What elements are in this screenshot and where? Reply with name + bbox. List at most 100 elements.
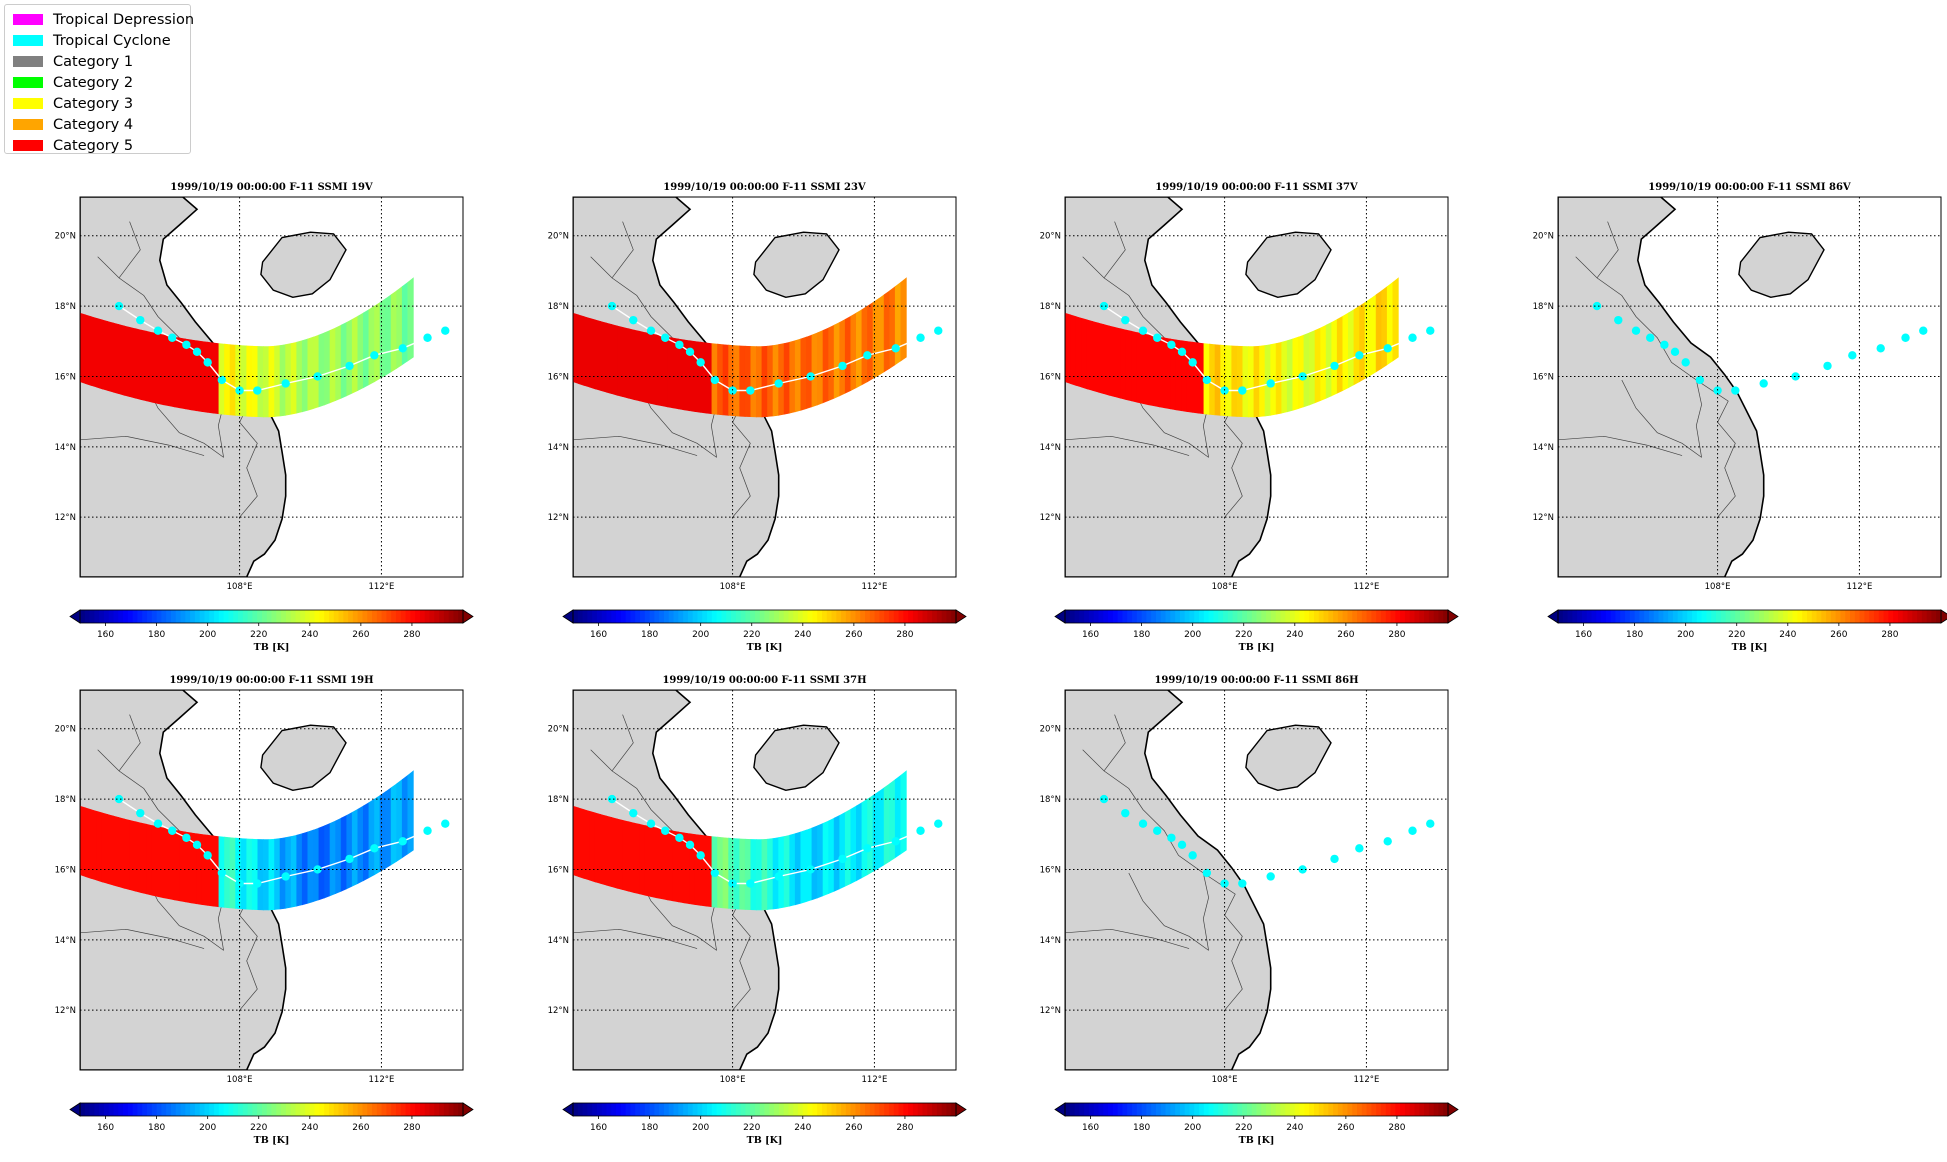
swath-cell bbox=[368, 305, 375, 386]
colorbar: 160 180 200 220 240 260 280 TB [K] bbox=[69, 1102, 474, 1146]
colorbar-cell bbox=[1337, 610, 1344, 623]
colorbar-cell bbox=[793, 1103, 799, 1116]
colorbar-cell bbox=[821, 1103, 828, 1116]
swath-cell bbox=[800, 829, 807, 904]
swath-cell bbox=[1353, 305, 1360, 386]
swath-cell bbox=[329, 327, 336, 404]
colorbar-cell bbox=[850, 610, 857, 623]
map-frame bbox=[572, 689, 957, 1071]
swath-cell bbox=[124, 325, 131, 398]
lat-tick-label: 12°N bbox=[1533, 513, 1554, 523]
colorbar-cell bbox=[874, 610, 880, 623]
colorbar-cell bbox=[1189, 1103, 1195, 1116]
swath-cell bbox=[1125, 329, 1132, 402]
colorbar-cell bbox=[1787, 610, 1794, 623]
colorbar-cell bbox=[1232, 1103, 1238, 1116]
swath-cell bbox=[739, 838, 746, 910]
colorbar-cell bbox=[266, 610, 273, 623]
colorbar-cell bbox=[290, 610, 297, 623]
colorbar-cell bbox=[328, 1103, 335, 1116]
colorbar-cell bbox=[194, 610, 201, 623]
colorbar-cell bbox=[333, 610, 340, 623]
swath-cell bbox=[274, 345, 281, 417]
track-point bbox=[1823, 361, 1832, 371]
track-point bbox=[646, 326, 656, 335]
colorbar-cell bbox=[1251, 1103, 1258, 1116]
track-point bbox=[934, 819, 943, 828]
colorbar-cell bbox=[1390, 1103, 1396, 1116]
swath-cell bbox=[274, 838, 281, 910]
colorbar-cell bbox=[204, 610, 210, 623]
colorbar-tick-label: 200 bbox=[1677, 630, 1694, 640]
colorbar-cell bbox=[324, 610, 330, 623]
swath-cell bbox=[146, 330, 153, 403]
colorbar-cell bbox=[1108, 1103, 1114, 1116]
colorbar-cell bbox=[127, 1103, 134, 1116]
track-point bbox=[1919, 326, 1928, 335]
swath-cell bbox=[594, 812, 602, 884]
colorbar-cell bbox=[697, 610, 703, 623]
track-point bbox=[182, 833, 191, 842]
colorbar-cell bbox=[635, 610, 641, 623]
colorbar-cell bbox=[1136, 1103, 1143, 1116]
swath-cell bbox=[207, 834, 214, 907]
track-point bbox=[806, 865, 815, 874]
colorbar-cell bbox=[1376, 610, 1382, 623]
colorbar-cell bbox=[80, 1103, 86, 1116]
colorbar-cell bbox=[726, 610, 732, 623]
country-border bbox=[80, 435, 205, 456]
land-hainan bbox=[753, 231, 840, 299]
swath-cell bbox=[385, 787, 392, 869]
swath-cell bbox=[700, 834, 707, 907]
swath-cell bbox=[1236, 345, 1244, 418]
colorbar-tick-label: 240 bbox=[1286, 1123, 1303, 1133]
country-border bbox=[611, 221, 634, 279]
colorbar-cell bbox=[1854, 610, 1861, 623]
track-point bbox=[1167, 833, 1176, 842]
swath-cell bbox=[1131, 330, 1138, 403]
colorbar-cell bbox=[123, 610, 129, 623]
track-point bbox=[838, 361, 847, 371]
colorbar-cell bbox=[156, 1103, 162, 1116]
colorbar-tick-label: 280 bbox=[1388, 1123, 1405, 1133]
colorbar-cell bbox=[281, 1103, 287, 1116]
colorbar-extend-low bbox=[69, 609, 81, 624]
swath-cell bbox=[878, 787, 885, 869]
colorbar-frame bbox=[1064, 1102, 1449, 1117]
swath-cell bbox=[850, 312, 857, 391]
track-point bbox=[1383, 837, 1392, 846]
colorbar-cell bbox=[1601, 610, 1607, 623]
track-point bbox=[192, 840, 202, 850]
colorbar-cell bbox=[1304, 610, 1310, 623]
colorbar-cell bbox=[271, 1103, 277, 1116]
colorbar-tick-label: 160 bbox=[97, 1123, 114, 1133]
colorbar-cell bbox=[917, 610, 924, 623]
track-point bbox=[1188, 358, 1197, 367]
colorbar-cell bbox=[1112, 1103, 1119, 1116]
colorbar-cell bbox=[1591, 610, 1597, 623]
colorbar-cell bbox=[1797, 610, 1803, 623]
colorbar-cell bbox=[817, 1103, 823, 1116]
swath-cell bbox=[728, 837, 735, 910]
swath-cell bbox=[235, 344, 242, 417]
track-point bbox=[114, 794, 124, 804]
track-point bbox=[629, 315, 638, 325]
track-point bbox=[934, 326, 943, 335]
swath-cell bbox=[346, 811, 353, 890]
colorbar-cell bbox=[1404, 610, 1411, 623]
lat-tick-label: 20°N bbox=[55, 725, 76, 735]
colorbar-cell bbox=[922, 610, 928, 623]
colorbar-tick-label: 180 bbox=[1626, 630, 1643, 640]
legend-label: Tropical Depression bbox=[53, 11, 195, 28]
track-point bbox=[863, 844, 872, 853]
colorbar-cell bbox=[745, 610, 751, 623]
colorbar-cell bbox=[1155, 1103, 1162, 1116]
swath-cell bbox=[146, 823, 153, 896]
lat-tick-label: 20°N bbox=[55, 232, 76, 242]
colorbar-cell bbox=[716, 1103, 723, 1116]
swath-cell bbox=[861, 305, 868, 386]
colorbar-cell bbox=[1840, 610, 1846, 623]
colorbar-cell bbox=[625, 610, 632, 623]
colorbar-cell bbox=[367, 1103, 373, 1116]
colorbar-cell bbox=[357, 1103, 364, 1116]
